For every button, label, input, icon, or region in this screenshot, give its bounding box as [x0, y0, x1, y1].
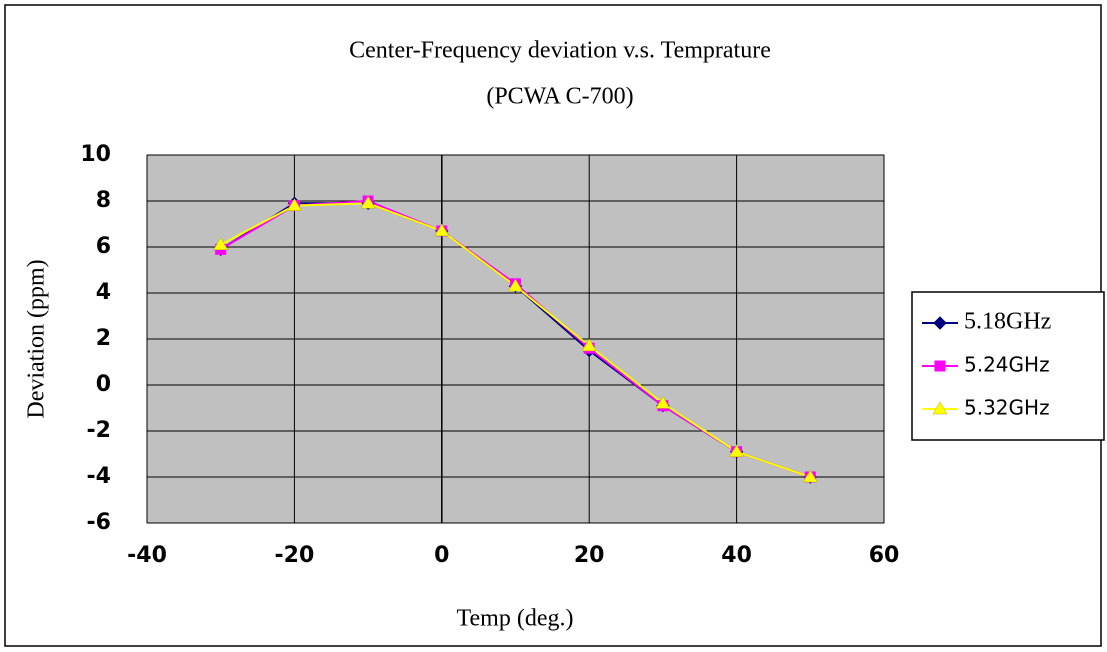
- y-tick-label: 2: [96, 326, 111, 351]
- marker: [802, 469, 818, 483]
- y-tick-label: 4: [96, 280, 111, 305]
- y-tick-label: -2: [87, 418, 111, 443]
- y-tick-label: 10: [80, 142, 111, 167]
- legend-label: 5.32GHz: [964, 396, 1050, 420]
- marker: [932, 401, 948, 415]
- chart-title: Center-Frequency deviation v.s. Tempratu…: [349, 38, 771, 64]
- y-tick-label: 6: [96, 234, 111, 259]
- marker: [934, 360, 946, 372]
- x-tick-label: 20: [574, 543, 605, 568]
- y-axis-label: Deviation (ppm): [24, 259, 50, 418]
- x-tick-label: 40: [721, 543, 752, 568]
- x-tick-label: -40: [127, 543, 167, 568]
- marker: [508, 278, 523, 292]
- y-tick-label: 8: [96, 188, 111, 213]
- marker: [434, 223, 450, 237]
- y-tick-label: -6: [87, 510, 111, 535]
- marker: [360, 195, 376, 209]
- marker: [655, 395, 671, 409]
- x-tick-label: -20: [275, 543, 315, 568]
- marker: [729, 444, 745, 457]
- marker: [581, 338, 597, 352]
- x-axis-label: Temp (deg.): [457, 606, 574, 632]
- x-tick-label: 0: [434, 543, 449, 568]
- marker: [213, 237, 229, 250]
- marker: [286, 198, 302, 211]
- y-tick-label: 0: [96, 372, 111, 397]
- chart-subtitle: (PCWA C-700): [486, 84, 633, 110]
- legend-label: 5.24GHz: [964, 353, 1050, 377]
- legend-label: 5.18GHz: [964, 309, 1051, 335]
- y-tick-label: -4: [87, 464, 111, 489]
- marker: [933, 316, 947, 330]
- x-tick-label: 60: [869, 543, 900, 568]
